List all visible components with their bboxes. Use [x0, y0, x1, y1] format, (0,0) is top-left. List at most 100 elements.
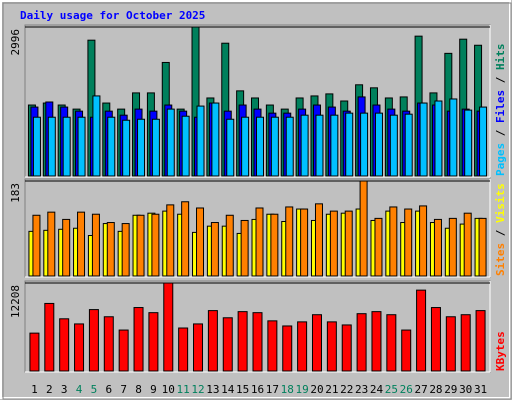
bar [460, 314, 471, 372]
bar [178, 327, 189, 372]
x-tick-label: 25 [385, 383, 398, 396]
bar [360, 112, 369, 177]
bar [211, 102, 220, 177]
x-tick-label: 20 [310, 383, 323, 396]
bar [151, 213, 160, 277]
bar [92, 95, 101, 177]
x-tick-label: 8 [135, 383, 142, 396]
legend-entry: Pages [494, 143, 507, 176]
bar [193, 323, 204, 372]
bar [479, 106, 488, 177]
legend-entry: Sites [494, 243, 507, 276]
x-tick-label: 12 [191, 383, 204, 396]
x-tick-label: 5 [91, 383, 98, 396]
bar [62, 116, 71, 177]
y-tick-label: 183 [9, 183, 22, 203]
bar [77, 116, 86, 177]
bar [314, 203, 323, 277]
bar [329, 210, 338, 277]
bar [133, 307, 144, 372]
x-tick-label: 24 [370, 383, 384, 396]
bar [267, 320, 278, 372]
bar [181, 201, 190, 277]
x-tick-label: 18 [281, 383, 294, 396]
x-tick-label: 2 [46, 383, 53, 396]
bar [270, 116, 279, 177]
bar [136, 214, 145, 277]
legend-entry: Visits [494, 183, 507, 223]
x-tick-label: 19 [295, 383, 308, 396]
bar [29, 332, 40, 372]
bar [386, 314, 397, 372]
bar [88, 309, 99, 372]
x-tick-label: 9 [150, 383, 157, 396]
bar [166, 204, 175, 277]
x-tick-label: 4 [76, 383, 83, 396]
bar [326, 321, 337, 372]
bar [359, 180, 368, 277]
bar [445, 316, 456, 372]
bar [401, 329, 412, 372]
bar [237, 311, 248, 372]
x-tick-label: 23 [355, 383, 368, 396]
bar [62, 218, 71, 277]
bar [47, 211, 56, 277]
bar [297, 321, 308, 372]
bar [430, 307, 441, 372]
bar [47, 116, 56, 177]
x-tick-label: 1 [31, 383, 38, 396]
legend: KBytes [494, 331, 507, 371]
bar [344, 210, 353, 277]
bar [241, 116, 250, 177]
bar [122, 119, 131, 177]
bar [148, 312, 159, 372]
bar [311, 314, 322, 372]
bar [240, 219, 249, 277]
bar [315, 114, 324, 177]
bar [181, 115, 190, 177]
x-tick-label: 22 [340, 383, 353, 396]
bar [374, 217, 383, 277]
bar [404, 208, 413, 277]
x-tick-label: 26 [400, 383, 413, 396]
legend-entry: Files [494, 90, 507, 123]
bar [448, 217, 457, 277]
bar [449, 98, 458, 177]
legend: Pages / Files / Hits [494, 44, 507, 177]
y-tick-label: 12208 [9, 285, 22, 318]
legend: Sites / Visits [494, 183, 507, 276]
bar [285, 206, 294, 277]
bar [226, 118, 235, 177]
x-tick-label: 29 [444, 383, 457, 396]
bar [434, 100, 443, 177]
x-tick-label: 17 [266, 383, 279, 396]
bar [210, 222, 219, 277]
bar [404, 113, 413, 177]
bar [416, 289, 427, 372]
bar [107, 116, 116, 177]
x-tick-label: 27 [414, 383, 427, 396]
bar [225, 214, 234, 277]
bar [59, 318, 70, 372]
bar [77, 211, 86, 277]
bar [32, 214, 41, 277]
legend-separator: / [494, 223, 507, 243]
bar [256, 116, 264, 177]
x-tick-label: 21 [325, 383, 338, 396]
bar [300, 114, 309, 177]
bar [222, 317, 233, 372]
x-tick-label: 15 [236, 383, 249, 396]
legend-separator: / [494, 123, 507, 143]
bar [44, 302, 55, 372]
chart-title: Daily usage for October 2025 [20, 9, 205, 22]
bar [341, 324, 352, 372]
x-tick-label: 10 [162, 383, 175, 396]
x-tick-label: 31 [474, 383, 487, 396]
bar [91, 213, 100, 277]
bar [74, 323, 85, 372]
bar [118, 329, 129, 372]
x-tick-label: 16 [251, 383, 264, 396]
